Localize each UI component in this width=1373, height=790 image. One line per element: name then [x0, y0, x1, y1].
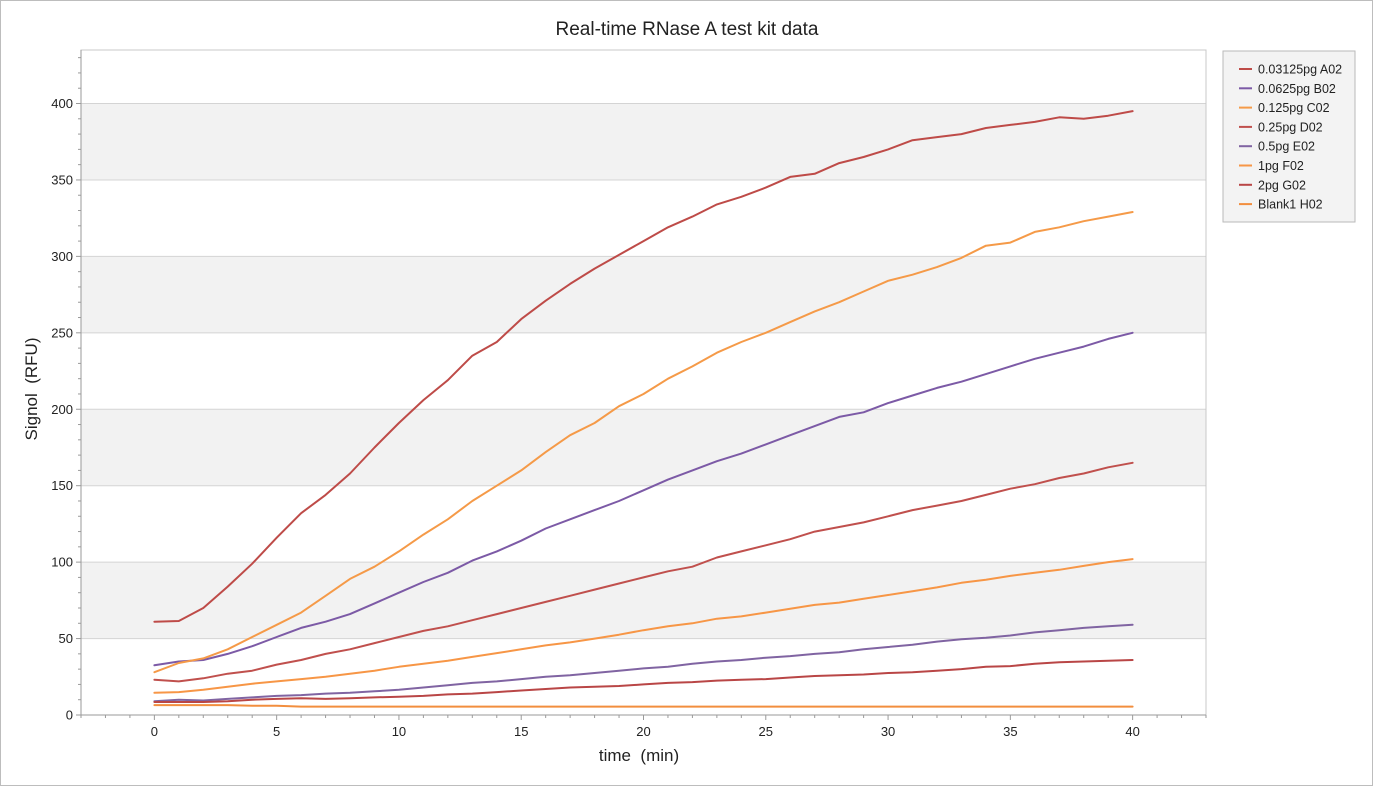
series-line-5 — [153, 623, 1134, 703]
series-line-1 — [153, 110, 1134, 623]
legend-label: 0.0625pg B02 — [1258, 82, 1336, 96]
legend-item: 0.0625pg B02 — [1239, 82, 1336, 96]
plot-bands — [81, 50, 1206, 715]
y-tick-label: 50 — [59, 631, 73, 646]
legend-label: 2pg G02 — [1258, 178, 1306, 192]
legend-label: 0.03125pg A02 — [1258, 63, 1342, 77]
x-tick-label: 5 — [273, 724, 280, 739]
legend-item: 0.5pg E02 — [1239, 140, 1315, 154]
legend-label: 1pg F02 — [1258, 159, 1304, 173]
legend-label: Blank1 H02 — [1258, 198, 1323, 212]
legend-item: 0.03125pg A02 — [1239, 63, 1342, 77]
chart-title: Real-time RNase A test kit data — [556, 19, 819, 40]
legend-item: 0.125pg C02 — [1239, 101, 1330, 115]
legend-item: 0.25pg D02 — [1239, 120, 1323, 134]
grid-band — [81, 409, 1206, 486]
x-tick-label: 25 — [759, 724, 773, 739]
x-tick-label: 20 — [636, 724, 650, 739]
legend-item: 2pg G02 — [1239, 178, 1306, 192]
series-line-8 — [153, 704, 1134, 708]
legend-items: 0.03125pg A02 0.0625pg B02 0.125pg C02 0.25… — [1239, 63, 1342, 212]
x-tick-label: 10 — [392, 724, 406, 739]
x-tick-label: 0 — [151, 724, 158, 739]
axes — [76, 49, 1207, 720]
legend-item: 1pg F02 — [1239, 159, 1304, 173]
y-tick-label: 300 — [51, 249, 73, 264]
grid-band — [81, 562, 1206, 639]
y-tick-label: 350 — [51, 172, 73, 187]
series-line-3 — [153, 211, 1134, 674]
legend-label: 0.125pg C02 — [1258, 101, 1330, 115]
y-tick-label: 100 — [51, 555, 73, 570]
legend-label: 0.25pg D02 — [1258, 120, 1323, 134]
y-tick-label: 250 — [51, 325, 73, 340]
series-lines — [153, 110, 1134, 708]
x-tick-label: 40 — [1125, 724, 1139, 739]
legend-label: 0.5pg E02 — [1258, 140, 1315, 154]
x-tick-label: 35 — [1003, 724, 1017, 739]
x-tick-label: 15 — [514, 724, 528, 739]
y-tick-label: 200 — [51, 402, 73, 417]
y-tick-labels: 0 50 100 150 200 250 300 350 400 — [51, 96, 73, 722]
series-line-7 — [153, 659, 1134, 703]
series-line-6 — [153, 558, 1134, 694]
legend: 0.03125pg A02 0.0625pg B02 0.125pg C02 0.25… — [1222, 50, 1356, 223]
x-tick-labels: 0 5 10 15 20 25 30 35 40 — [151, 724, 1140, 739]
y-axis-label: Signol (RFU) — [22, 338, 41, 441]
x-tick-label: 30 — [881, 724, 895, 739]
y-tick-label: 400 — [51, 96, 73, 111]
x-axis-label: time (min) — [599, 746, 679, 765]
gridlines — [81, 103, 1206, 640]
grid-band — [81, 256, 1206, 333]
y-tick-label: 0 — [66, 708, 73, 723]
legend-box — [1222, 50, 1356, 223]
series-line-4 — [153, 461, 1134, 683]
series-line-2 — [153, 331, 1134, 667]
grid-band — [81, 103, 1206, 180]
y-tick-label: 150 — [51, 478, 73, 493]
legend-item: Blank1 H02 — [1239, 198, 1323, 212]
